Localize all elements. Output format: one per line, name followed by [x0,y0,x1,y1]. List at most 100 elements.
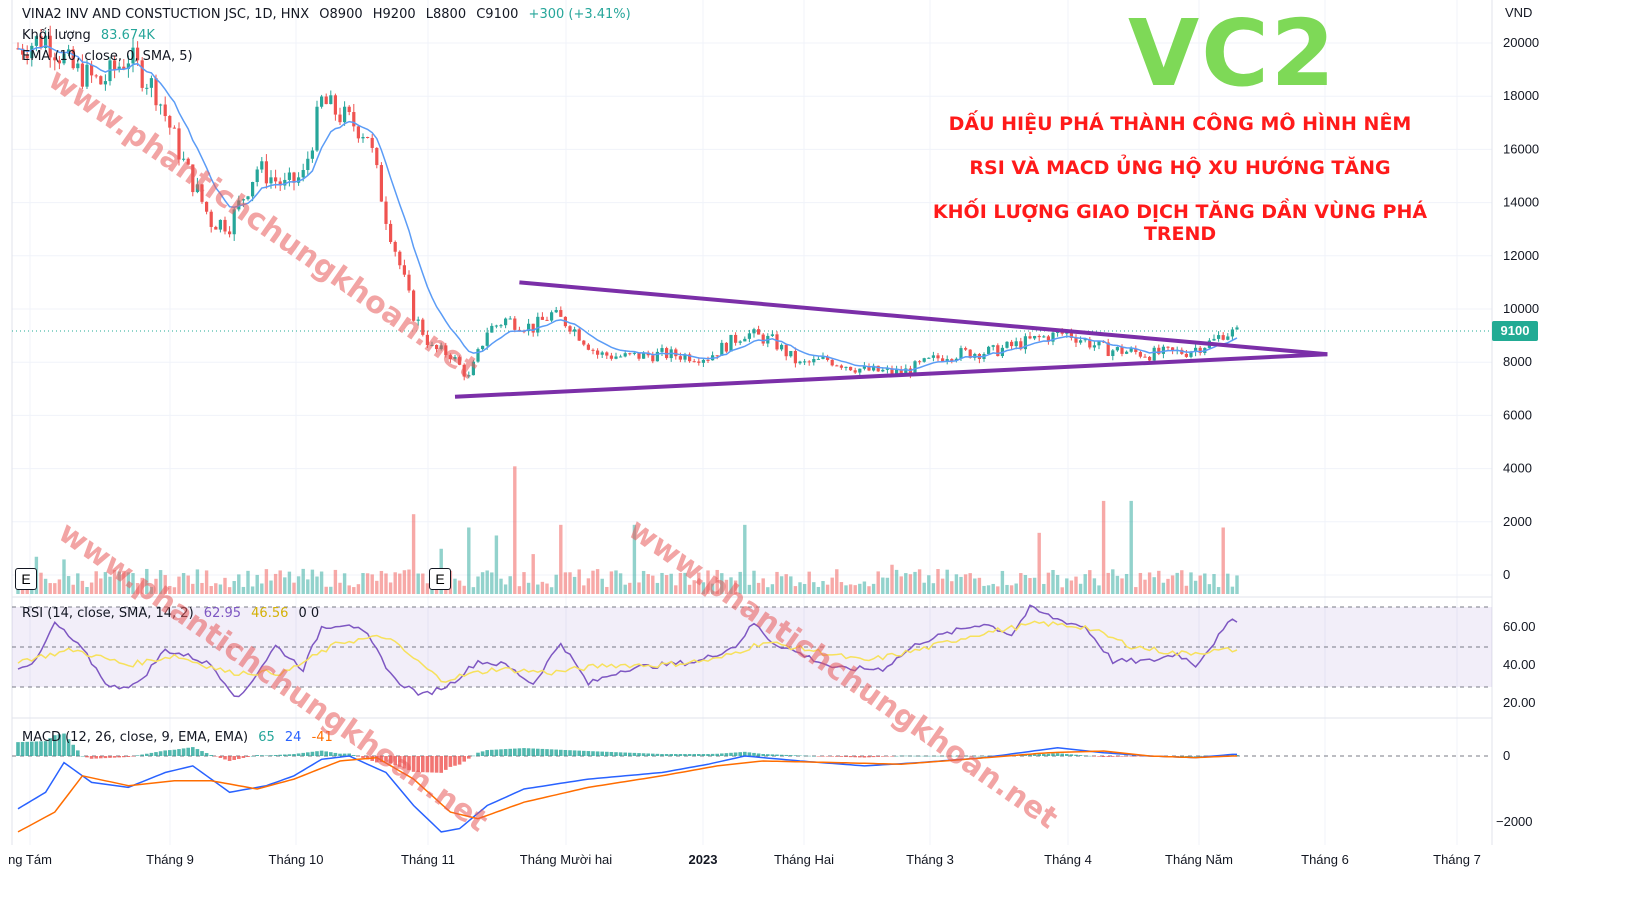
macd-histogram-bar [140,754,144,756]
macd-histogram-bar [568,750,572,756]
candle-body [757,329,761,335]
macd-histogram-bar [885,756,890,757]
volume-bar [871,583,876,594]
candle-body [320,96,324,107]
ema-line [17,44,1238,372]
macd-line [17,747,1237,833]
macd-histogram-bar [402,756,407,769]
macd-histogram-bar [39,741,43,756]
volume-bar [996,586,1000,594]
macd-histogram-bar [710,753,715,756]
volume-bar [605,586,609,594]
candle-body [435,344,439,350]
macd-histogram-bar [839,756,844,757]
macd-tick-label: 0 [1503,748,1510,763]
x-tick-label: Tháng 11 [401,852,455,867]
candle-body [941,358,945,362]
volume-label: Khối lượng [22,28,91,43]
volume-bar [177,576,181,594]
macd-histogram-bar [269,755,273,756]
candle-body [918,361,922,363]
macd-histogram-bar [214,756,218,757]
macd-histogram-bar [628,752,632,756]
macd-histogram-bar [922,755,926,757]
macd-histogram-bar [499,749,503,756]
price-tick-label: 8000 [1503,354,1532,369]
candle-body [862,365,866,369]
volume-bar [80,580,85,594]
macd-histogram-bar [43,741,48,756]
price-tick-label: 18000 [1503,88,1539,103]
macd-histogram-bar [278,754,282,756]
volume-bar [1023,574,1028,594]
earnings-badge-2[interactable]: E [429,568,451,590]
candle-body [950,359,954,361]
candle-body [913,361,917,375]
candle-body [103,81,107,85]
candle-body [1042,336,1046,338]
volume-bar [1230,586,1235,594]
candle-body [559,310,563,317]
volume-bar [411,514,416,594]
macd-histogram-bar [959,755,963,757]
candle-body [1152,347,1156,361]
earnings-badge-1[interactable]: E [15,568,37,590]
volume-bar [931,583,936,594]
volume-bar [526,582,531,594]
candle-body [384,201,388,224]
macd-histogram-bar [729,752,733,756]
candle-body [821,356,825,359]
macd-histogram-bar [467,756,471,759]
x-tick-label: Tháng 7 [1433,852,1481,867]
candle-body [315,106,319,151]
macd-histogram-bar [53,735,57,756]
macd-histogram-bar [99,756,103,759]
macd-histogram-bar [232,756,236,760]
volume-bar [485,570,489,594]
volume-bar [1138,572,1143,594]
rsi-value: 62.95 [203,606,242,621]
candle-body [743,338,747,342]
volume-bar [1065,578,1069,594]
volume-bar [922,582,926,594]
candle-body [738,341,742,343]
macd-histogram-bar [237,756,241,759]
volume-bar [549,587,554,594]
candle-body [683,354,687,360]
macd-histogram-bar [609,751,614,756]
rsi-extra: 0 0 [298,606,320,621]
macd-histogram-bar [375,756,379,763]
candle-body [596,350,600,355]
candle-body [260,161,264,170]
macd-histogram-bar [218,756,223,758]
candle-body [1129,348,1133,352]
candle-body [168,116,172,128]
candle-body [853,370,857,373]
macd-histogram-bar [549,749,554,756]
candle-body [195,184,199,193]
volume-bar [568,572,572,594]
price-tick-label: 6000 [1503,407,1532,422]
macd-histogram-bar [798,755,802,757]
macd-histogram-bar [963,755,968,757]
candle-body [655,351,659,362]
macd-histogram-bar [191,747,195,756]
volume-bar [356,584,361,594]
candle-body [568,326,572,332]
macd-histogram-bar [517,748,522,756]
volume-bar [1226,573,1230,594]
volume-bar [779,576,784,594]
candle-body [1138,352,1142,357]
macd-histogram-bar [168,750,172,756]
candle-body [90,64,94,76]
candle-body [1092,345,1096,348]
candle-body [62,53,66,64]
macd-histogram-bar [701,754,706,756]
candle-body [375,147,379,166]
candle-body [126,63,130,69]
macd-histogram-bar [1189,756,1193,757]
candle-body [1194,347,1198,352]
candle-body [793,350,797,364]
candle-body [499,325,503,327]
